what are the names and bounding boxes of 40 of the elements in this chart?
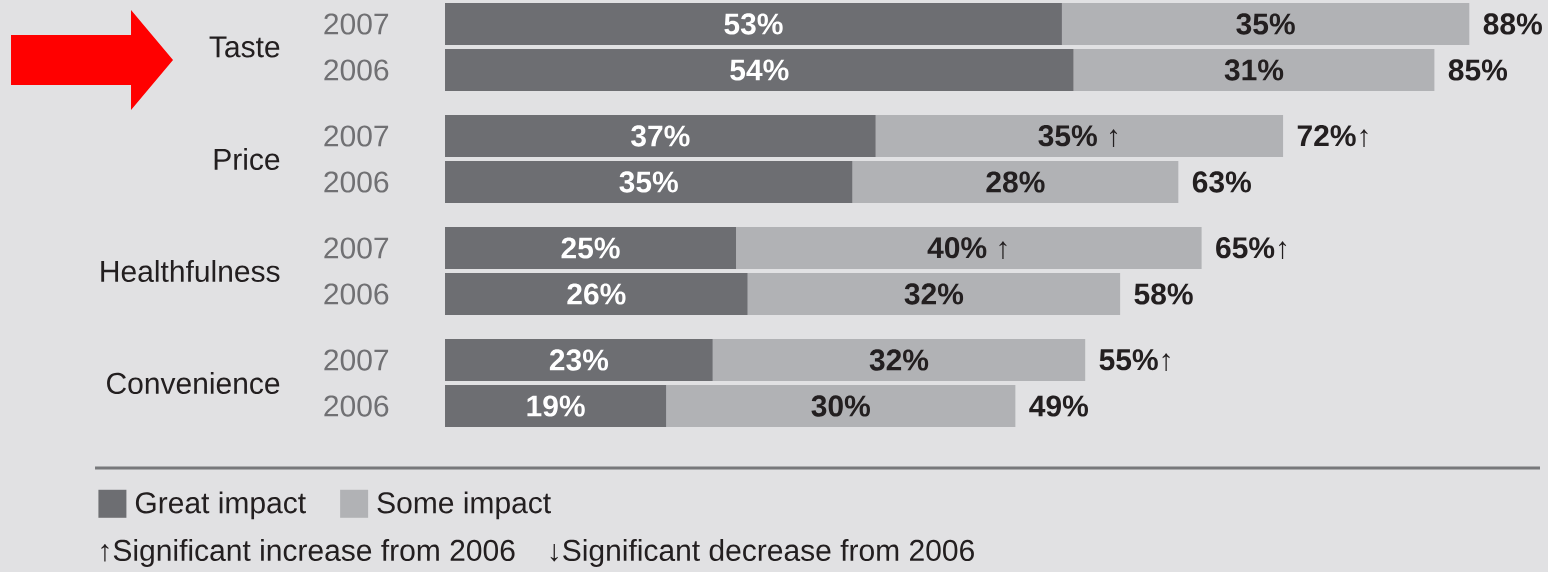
y-tick-label: 2007 — [324, 349, 389, 371]
total-label: 85% — [1448, 59, 1508, 81]
data-label: 25% — [561, 237, 620, 259]
text: Price — [214, 148, 280, 171]
data-label: 54% — [730, 59, 789, 81]
total-label: 55%↑ — [1099, 349, 1170, 371]
data-label: 23% — [549, 349, 609, 371]
text: Convenience — [107, 372, 280, 395]
data-label: 28% — [986, 171, 1045, 193]
data-label: 35% ↑ — [1038, 125, 1118, 147]
data-label: 32% — [904, 283, 964, 305]
data-label: 40% ↑ — [927, 237, 1007, 259]
y-tick-label: 2007 — [324, 125, 389, 147]
text: Taste — [209, 36, 280, 58]
data-label: 35% — [1236, 13, 1295, 35]
total-label: 72%↑ — [1297, 125, 1368, 147]
data-label: 32% — [869, 349, 929, 371]
y-tick-label: 2006 — [324, 283, 389, 305]
total-label: 88% — [1483, 13, 1542, 35]
data-label: 30% — [811, 395, 870, 417]
legend-label: Great impact — [135, 491, 306, 520]
y-tick-label: 2006 — [324, 171, 389, 193]
data-label: 26% — [567, 283, 626, 305]
legend-label: Some impact — [377, 491, 551, 520]
total-label: 58% — [1134, 283, 1193, 305]
total-label: 63% — [1192, 171, 1251, 193]
y-tick-label: 2007 — [324, 237, 389, 259]
data-label: 31% — [1224, 59, 1284, 81]
total-label: 65%↑ — [1216, 237, 1287, 259]
total-label: 49% — [1029, 395, 1088, 417]
data-label: 53% — [724, 13, 783, 35]
data-label: 19% — [527, 395, 585, 417]
y-tick-label: 2007 — [324, 13, 389, 35]
data-label: 35% — [619, 171, 678, 193]
text: ↓Significant decrease from 2006 — [550, 539, 974, 567]
text: ↑Significant increase from 2006 — [101, 539, 515, 567]
text: Healthfulness — [101, 260, 280, 283]
y-tick-label: 2006 — [324, 395, 389, 417]
y-tick-label: 2006 — [324, 59, 389, 81]
data-label: 37% — [631, 125, 690, 147]
